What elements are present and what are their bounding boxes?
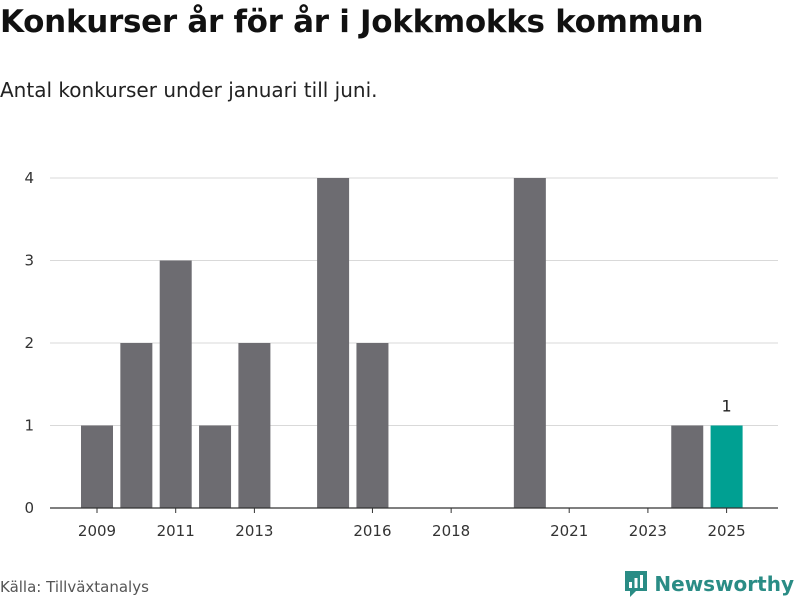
y-tick-label: 1 — [24, 417, 34, 435]
brand-logo[interactable]: Newsworthy — [624, 570, 794, 598]
x-tick-label: 2025 — [708, 522, 746, 540]
bar-2011 — [159, 260, 192, 508]
x-tick-label: 2009 — [78, 522, 116, 540]
chart-title: Konkurser år för år i Jokkmokks kommun — [0, 4, 704, 40]
newsworthy-logo-icon — [625, 571, 648, 597]
x-tick-label: 2011 — [157, 522, 195, 540]
x-tick-label: 2023 — [629, 522, 667, 540]
bar-2013 — [238, 343, 271, 508]
chart-subtitle: Antal konkurser under januari till juni. — [0, 78, 378, 102]
bar-2015 — [317, 178, 350, 508]
x-tick-label: 2013 — [235, 522, 273, 540]
data-label: 1 — [722, 397, 732, 416]
y-tick-label: 4 — [24, 169, 34, 187]
x-tick-label: 2016 — [353, 522, 391, 540]
bar-2024 — [671, 425, 704, 508]
x-tick-label: 2018 — [432, 522, 470, 540]
bar-2025 — [710, 425, 743, 508]
source-note: Källa: Tillväxtanalys — [0, 578, 149, 596]
bar-2016 — [356, 343, 389, 508]
y-tick-label: 2 — [24, 334, 34, 352]
x-tick-label: 2021 — [550, 522, 588, 540]
bar-2009 — [81, 425, 113, 508]
bar-2020 — [513, 178, 546, 508]
y-tick-label: 3 — [24, 252, 34, 270]
bar-2012 — [199, 425, 232, 508]
y-tick-label: 0 — [24, 499, 34, 517]
brand-name: Newsworthy — [654, 572, 794, 596]
bar-2010 — [120, 343, 153, 508]
